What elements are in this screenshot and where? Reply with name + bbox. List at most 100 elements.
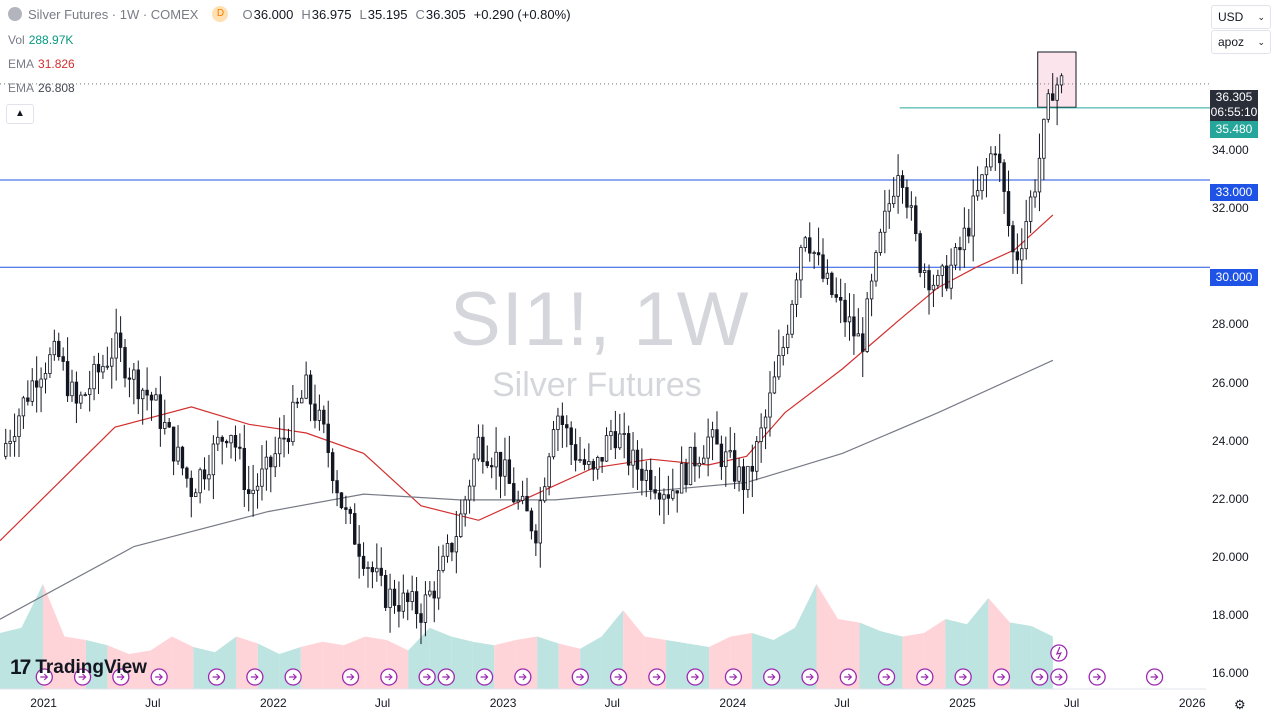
candle-body <box>662 494 666 500</box>
candle-body <box>176 446 180 462</box>
symbol-title[interactable]: Silver Futures · 1W · COMEX <box>28 6 199 22</box>
candle-body <box>697 462 702 467</box>
candle-body <box>189 477 193 497</box>
candle-body <box>1002 162 1006 192</box>
low-label: L <box>359 6 367 22</box>
indicator-volume[interactable]: Vol 288.97K <box>8 33 73 47</box>
candle-body <box>671 490 675 499</box>
watermark-name: Silver Futures <box>492 366 702 404</box>
candle-body <box>423 594 428 623</box>
candle-body <box>92 363 96 390</box>
candle-body <box>207 474 211 480</box>
candle-body <box>790 303 794 335</box>
time-tick: 2023 <box>489 696 517 710</box>
candle-body <box>304 374 308 399</box>
candle-body <box>812 252 816 255</box>
currency-select[interactable]: USD ⌄ <box>1211 5 1271 29</box>
candle-body <box>48 354 52 374</box>
collapse-indicators-button[interactable]: ▲ <box>6 104 34 124</box>
candle-body <box>277 437 282 455</box>
candle-body <box>719 443 724 468</box>
candle-body <box>291 401 295 443</box>
volume-segment <box>966 598 989 689</box>
candle-body <box>808 237 812 254</box>
candle-body <box>1055 84 1059 101</box>
delayed-badge[interactable]: D <box>212 6 229 22</box>
event-arrow-icon <box>1035 673 1044 681</box>
candle-body <box>498 451 503 477</box>
candle-body <box>702 457 706 464</box>
scale-value: apoz <box>1218 35 1245 49</box>
candle-body <box>578 459 582 462</box>
candle-body <box>874 252 878 282</box>
event-arrow-icon <box>767 673 776 681</box>
candle-body <box>971 195 975 237</box>
event-arrow-icon <box>346 673 355 681</box>
candle-body <box>1028 196 1033 222</box>
low-value: 35.195 <box>367 6 408 22</box>
candle-body <box>242 447 246 491</box>
event-arrow-icon <box>212 673 221 681</box>
candle-body <box>706 436 710 459</box>
candle-body <box>675 490 679 494</box>
volume-segment <box>988 598 1010 689</box>
event-arrow-icon <box>691 673 699 681</box>
high-value: 36.975 <box>311 6 352 22</box>
candle-body <box>339 492 344 509</box>
event-arrow-icon <box>1150 673 1159 681</box>
candle-body <box>582 459 587 465</box>
candle-body <box>145 389 149 396</box>
candle-body <box>529 510 534 532</box>
candle-body <box>1006 191 1011 227</box>
candle-body <box>445 543 450 557</box>
volume-segment <box>1009 622 1032 689</box>
event-arrow-icon <box>806 673 814 681</box>
candle-body <box>171 426 176 462</box>
event-arrow-icon <box>289 673 297 681</box>
settings-icon[interactable]: ⚙ <box>1234 697 1246 712</box>
event-arrow-icon <box>442 673 451 681</box>
candle-body <box>737 466 741 482</box>
candle-body <box>233 435 238 448</box>
candle-body <box>940 265 944 276</box>
candle-body <box>759 427 763 442</box>
candle-body <box>905 187 909 208</box>
candle-body <box>454 536 459 553</box>
candle-body <box>834 294 838 298</box>
candle-body <box>1059 75 1064 86</box>
candle-body <box>1020 248 1024 261</box>
candle-body <box>74 381 79 404</box>
candle-body <box>105 365 110 368</box>
scale-select[interactable]: apoz ⌄ <box>1211 30 1271 54</box>
candle-body <box>344 507 348 510</box>
candle-body <box>193 492 198 497</box>
candle-body <box>653 489 657 494</box>
event-arrow-icon <box>576 673 585 681</box>
indicator-ema-slow[interactable]: EMA 26.808 <box>8 81 75 95</box>
close-label: C <box>415 6 425 22</box>
volume-segment <box>816 584 838 689</box>
candle-body <box>865 298 869 352</box>
volume-segment <box>623 610 645 689</box>
indicator-ema-fast[interactable]: EMA 31.826 <box>8 57 75 71</box>
candle-body <box>410 591 414 603</box>
candle-body <box>878 231 883 254</box>
tv-logo-icon: 17 <box>10 656 31 679</box>
tradingview-logo[interactable]: 17 TradingView <box>10 656 147 680</box>
candle-body <box>573 444 578 461</box>
event-markers <box>35 644 1164 686</box>
candle-body <box>110 357 114 367</box>
candle-body <box>57 340 61 358</box>
candle-body <box>715 429 719 445</box>
candle-body <box>980 174 984 192</box>
event-arrow-icon <box>844 673 853 681</box>
candle-body <box>626 433 631 466</box>
candle-body <box>975 190 980 197</box>
time-tick: Jul <box>145 696 161 710</box>
candle-body <box>185 467 189 479</box>
candle-body <box>644 469 648 481</box>
price-tick: 28.000 <box>1212 317 1249 332</box>
candle-body <box>335 480 339 494</box>
candle-body <box>993 153 997 156</box>
